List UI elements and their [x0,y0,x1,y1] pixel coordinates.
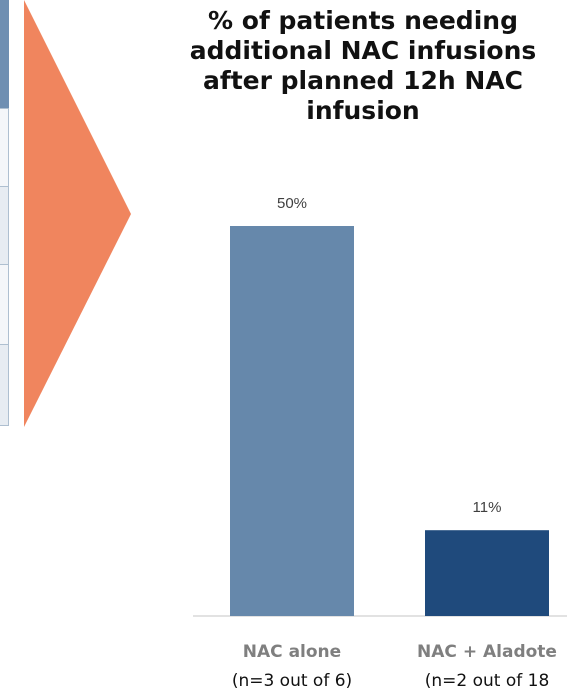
chart-title: % of patients needing additional NAC inf… [189,6,537,125]
table-row [0,344,9,426]
cropped-table-fragment [0,0,9,428]
table-row [0,186,9,264]
bar [425,530,549,616]
category-sublabel: (n=2 out of 18 [425,671,550,691]
table-header-cell [0,0,9,108]
bar [230,226,354,616]
category-sublabel: (n=3 out of 6) [232,671,352,691]
table-row [0,264,9,344]
category-label: NAC + Aladote [417,642,557,662]
bar-data-label: 11% [473,499,502,516]
chevron-arrow-icon [24,0,131,427]
table-row [0,108,9,186]
category-label: NAC alone [243,642,341,662]
bar-data-label: 50% [277,195,307,212]
